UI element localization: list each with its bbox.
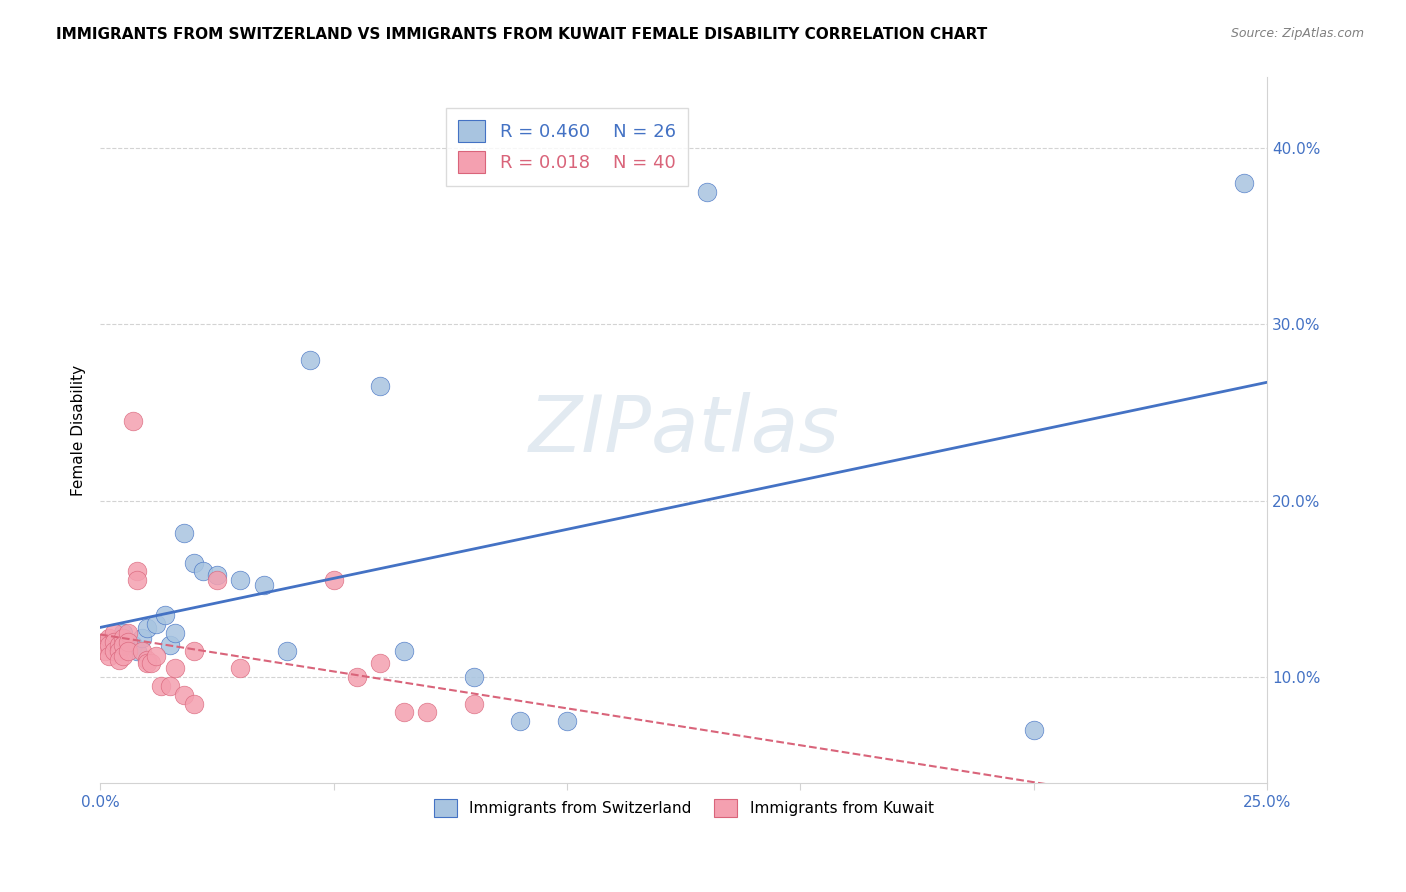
Point [145,648,167,663]
Point [121,639,143,653]
Point [103,644,125,658]
Point [205,567,228,582]
Point [98,639,121,653]
Point [155,608,177,623]
Y-axis label: Female Disability: Female Disability [72,365,86,496]
Point [131,632,153,646]
Point [127,573,149,587]
Point [117,644,139,658]
Point [135,621,157,635]
Point [131,644,153,658]
Point [229,573,252,587]
Point [696,185,718,199]
Point [392,644,415,658]
Point [159,639,181,653]
Point [416,706,439,720]
Point [135,652,157,666]
Point [112,639,135,653]
Point [163,661,186,675]
Point [103,635,125,649]
Point [555,714,578,729]
Point [112,632,135,646]
Point [322,573,344,587]
Point [276,644,298,658]
Point [252,578,274,592]
Point [112,648,135,663]
Point [205,573,228,587]
Point [299,352,322,367]
Point [127,565,149,579]
Point [107,639,129,653]
Point [1233,176,1256,190]
Point [509,714,531,729]
Point [135,656,157,670]
Point [191,565,214,579]
Point [107,644,129,658]
Point [103,626,125,640]
Point [1022,723,1045,738]
Point [94,639,117,653]
Point [107,652,129,666]
Point [229,661,252,675]
Point [183,644,205,658]
Point [163,626,186,640]
Point [112,626,135,640]
Point [117,635,139,649]
Text: Source: ZipAtlas.com: Source: ZipAtlas.com [1230,27,1364,40]
Point [392,706,415,720]
Point [368,379,391,393]
Point [463,697,485,711]
Point [159,679,181,693]
Point [145,617,167,632]
Point [98,632,121,646]
Point [121,414,143,428]
Point [141,656,163,670]
Point [149,679,172,693]
Point [183,697,205,711]
Point [94,635,117,649]
Point [127,644,149,658]
Point [173,688,195,702]
Point [98,635,121,649]
Point [463,670,485,684]
Point [183,556,205,570]
Point [117,626,139,640]
Text: ZIPatlas: ZIPatlas [529,392,839,468]
Point [346,670,368,684]
Point [98,648,121,663]
Point [368,656,391,670]
Point [173,525,195,540]
Point [94,644,117,658]
Text: IMMIGRANTS FROM SWITZERLAND VS IMMIGRANTS FROM KUWAIT FEMALE DISABILITY CORRELAT: IMMIGRANTS FROM SWITZERLAND VS IMMIGRANT… [56,27,987,42]
Legend: Immigrants from Switzerland, Immigrants from Kuwait: Immigrants from Switzerland, Immigrants … [426,791,941,825]
